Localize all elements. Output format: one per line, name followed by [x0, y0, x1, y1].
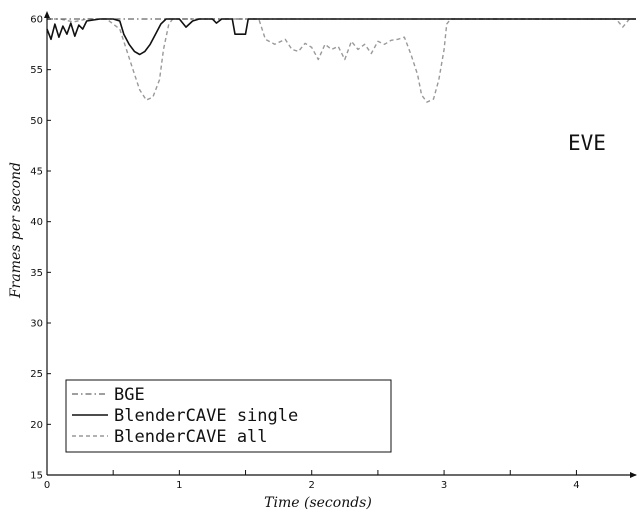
series-line-blendercave-all	[47, 18, 636, 103]
x-tick-label: 0	[44, 480, 50, 491]
y-tick-label: 55	[30, 65, 43, 76]
y-tick-label: 15	[30, 471, 43, 482]
legend: BGE BlenderCAVE single BlenderCAVE all	[65, 379, 392, 453]
y-tick-label: 20	[30, 420, 43, 431]
y-tick-label: 40	[30, 217, 43, 228]
y-axis-arrow	[44, 11, 50, 18]
y-axis-title: Frames per second	[8, 162, 24, 299]
chart-annotation: EVE	[568, 131, 606, 155]
axis-layer	[44, 11, 637, 478]
x-axis-arrow	[630, 472, 637, 478]
tick-layer: 15 20 25 30 35 40 45 50 55 60 0 1 2 3 4	[30, 15, 579, 492]
x-tick-label: 3	[441, 480, 447, 491]
y-tick-label: 35	[30, 268, 43, 279]
y-tick-label: 50	[30, 116, 43, 127]
legend-label-bge: BGE	[114, 385, 145, 405]
x-tick-label: 4	[573, 480, 579, 491]
series-line-blendercave-single	[46, 18, 636, 56]
legend-label-all: BlenderCAVE all	[114, 427, 268, 447]
y-tick-label: 60	[30, 15, 43, 26]
legend-box	[65, 379, 392, 453]
y-tick-label: 45	[30, 167, 43, 178]
y-tick-label: 30	[30, 319, 43, 330]
x-tick-label: 1	[176, 480, 182, 491]
series-layer	[46, 18, 636, 103]
legend-label-single: BlenderCAVE single	[114, 406, 298, 426]
y-tick-label: 25	[30, 369, 43, 380]
x-tick-label: 2	[309, 480, 315, 491]
x-axis-title: Time (seconds)	[264, 495, 372, 511]
